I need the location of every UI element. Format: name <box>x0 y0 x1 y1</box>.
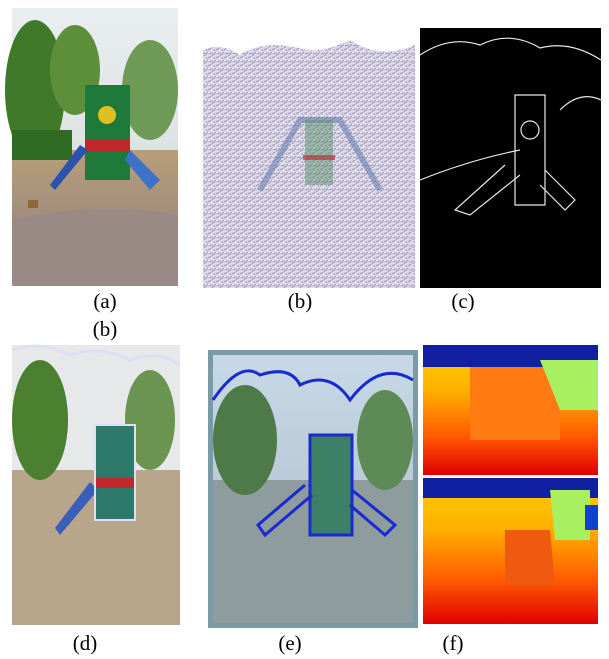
panel-f-image <box>423 345 598 624</box>
panel-label: (c) <box>451 289 474 313</box>
image-detail <box>550 490 590 540</box>
image-detail <box>310 435 352 535</box>
panel-label: (d) <box>73 631 98 655</box>
panel-c-image <box>420 28 601 288</box>
panel-label: (b) <box>288 289 313 313</box>
image-detail <box>95 478 135 488</box>
image-detail <box>95 425 135 520</box>
image-detail <box>420 28 601 288</box>
image-detail <box>585 505 598 530</box>
image-detail <box>12 360 68 480</box>
image-detail <box>98 106 116 124</box>
image-detail <box>505 530 555 585</box>
image-detail <box>470 367 560 440</box>
panel-a-image <box>5 8 178 286</box>
panel-e-image <box>208 350 418 628</box>
panel-b-image <box>203 28 415 288</box>
figure: (a) (b) (c) (b) (d) (e) (f) <box>0 0 609 659</box>
image-detail <box>213 385 277 495</box>
image-detail <box>12 130 72 160</box>
panel-label: (e) <box>278 631 301 655</box>
image-detail <box>85 85 130 180</box>
panel-d-image <box>12 345 180 625</box>
image-detail <box>12 209 178 286</box>
image-detail <box>303 155 335 160</box>
stray-label: (b) <box>93 317 118 341</box>
image-detail <box>357 390 413 490</box>
image-detail <box>305 120 333 185</box>
image-detail <box>85 140 130 152</box>
panel-label: (f) <box>443 631 464 655</box>
image-detail <box>28 200 38 208</box>
panel-label: (a) <box>93 289 116 313</box>
image-detail <box>122 40 178 140</box>
